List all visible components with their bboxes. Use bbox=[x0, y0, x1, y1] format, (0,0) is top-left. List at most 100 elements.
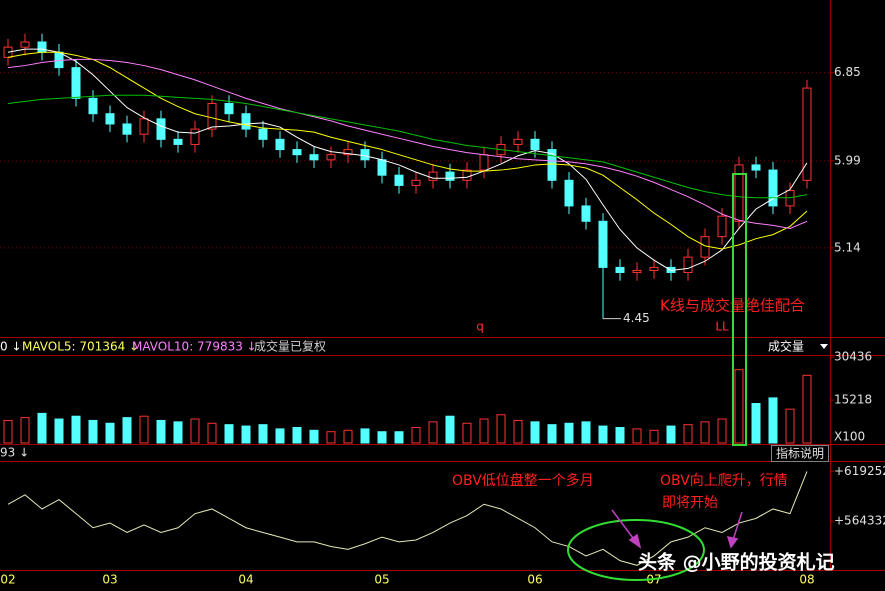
candle-body bbox=[802, 87, 812, 181]
volume-bar bbox=[734, 369, 744, 444]
candle-body bbox=[479, 154, 489, 171]
arrow-head bbox=[726, 535, 739, 549]
volume-bar bbox=[292, 426, 302, 444]
volume-indicator: 成交量已复权 bbox=[254, 339, 326, 354]
candle-body bbox=[768, 169, 778, 207]
candle-body bbox=[564, 179, 574, 207]
obv-header: 93 ↓ bbox=[0, 446, 29, 460]
volume-bar bbox=[496, 414, 506, 444]
volume-bar bbox=[377, 431, 387, 444]
arrow-head bbox=[628, 533, 642, 549]
indicator-button-label[interactable]: 指标说明 bbox=[776, 446, 824, 461]
volume-bar bbox=[411, 426, 421, 444]
highlight-ellipse bbox=[567, 519, 705, 581]
volume-bar bbox=[258, 424, 268, 444]
candle-body bbox=[258, 128, 268, 140]
dropdown-arrow[interactable] bbox=[820, 344, 828, 349]
candle-body bbox=[343, 149, 353, 156]
y-tick-label: 15218 bbox=[834, 393, 872, 407]
candle-body bbox=[275, 138, 285, 151]
volume-bar bbox=[88, 419, 98, 444]
volume-bar bbox=[445, 415, 455, 444]
volume-bar bbox=[700, 421, 710, 444]
volume-bar bbox=[122, 417, 132, 444]
candle-body bbox=[785, 190, 795, 207]
plot-layer: 6.85 5.99 5.14 4.45 30436 15218 +619252 +564332… bbox=[0, 33, 885, 587]
candle-body bbox=[309, 154, 319, 161]
volume-indicator: MAVOL10: 779833 ↓ bbox=[132, 340, 257, 354]
x-tick-label: 03 bbox=[102, 573, 117, 587]
x-tick-label: 04 bbox=[238, 573, 253, 587]
volume-unit: X100 bbox=[834, 430, 865, 444]
volume-bar bbox=[649, 429, 659, 444]
volume-bar bbox=[462, 422, 472, 444]
candle-body bbox=[139, 118, 149, 135]
volume-bar bbox=[3, 419, 13, 444]
volume-bar bbox=[71, 415, 81, 444]
candle-body bbox=[513, 138, 523, 145]
candle-body bbox=[751, 164, 761, 171]
marker-label: q bbox=[476, 320, 484, 334]
candle-body bbox=[683, 256, 693, 274]
volume-bar bbox=[224, 424, 234, 444]
volume-bar bbox=[564, 422, 574, 444]
volume-bar bbox=[581, 421, 591, 444]
candle-body bbox=[173, 138, 183, 145]
volume-bar bbox=[326, 431, 336, 444]
moving-average bbox=[7, 94, 808, 199]
x-tick-label: 02 bbox=[0, 573, 15, 587]
candle-body bbox=[581, 205, 591, 222]
volume-bar bbox=[207, 422, 217, 444]
volume-bar bbox=[156, 419, 166, 444]
volume-bar bbox=[343, 429, 353, 444]
candle-body bbox=[292, 149, 302, 156]
volume-bar bbox=[428, 421, 438, 444]
candle-body bbox=[411, 179, 421, 186]
y-tick-label: 5.99 bbox=[834, 153, 861, 167]
candle-body bbox=[547, 149, 557, 181]
volume-title[interactable]: 成交量 bbox=[768, 339, 804, 354]
x-tick-label: 06 bbox=[527, 573, 542, 587]
annotation: OBV低位盘整一个多月 bbox=[452, 472, 594, 489]
highlight-box bbox=[732, 173, 747, 446]
volume-bar bbox=[785, 408, 795, 444]
volume-bar bbox=[802, 374, 812, 444]
candle-body bbox=[37, 41, 47, 53]
volume-bar bbox=[598, 425, 608, 444]
volume-bar bbox=[666, 425, 676, 444]
volume-bar bbox=[360, 428, 370, 444]
candle-body bbox=[462, 169, 472, 181]
volume-bar bbox=[632, 428, 642, 444]
volume-bar bbox=[394, 431, 404, 444]
volume-bar bbox=[54, 418, 64, 444]
volume-bar bbox=[105, 422, 115, 444]
moving-average bbox=[7, 51, 808, 250]
volume-bar bbox=[513, 419, 523, 444]
candle-body bbox=[700, 236, 710, 258]
candle-body bbox=[326, 154, 336, 161]
y-tick-label: +564332 bbox=[834, 514, 885, 528]
candle-body bbox=[615, 266, 625, 274]
y-tick-label: 30436 bbox=[834, 350, 872, 364]
candle-body bbox=[445, 171, 455, 181]
candle-body bbox=[241, 113, 251, 130]
candle-body bbox=[394, 174, 404, 186]
x-tick-label: 05 bbox=[374, 573, 389, 587]
volume-bar bbox=[717, 418, 727, 444]
candle-body bbox=[20, 41, 30, 48]
indicator-button[interactable] bbox=[771, 445, 829, 462]
y-tick-label: +619252 bbox=[834, 464, 885, 478]
candle-body bbox=[717, 215, 727, 238]
arrow bbox=[732, 511, 743, 541]
volume-bar bbox=[547, 424, 557, 444]
volume-bar bbox=[139, 415, 149, 444]
annotation: OBV向上爬升，行情 bbox=[660, 473, 788, 489]
volume-bar bbox=[275, 428, 285, 444]
marker-label: LL bbox=[715, 320, 729, 334]
candle-body bbox=[156, 118, 166, 140]
volume-bar bbox=[37, 412, 47, 444]
volume-bar bbox=[479, 418, 489, 444]
candle-body bbox=[71, 67, 81, 99]
